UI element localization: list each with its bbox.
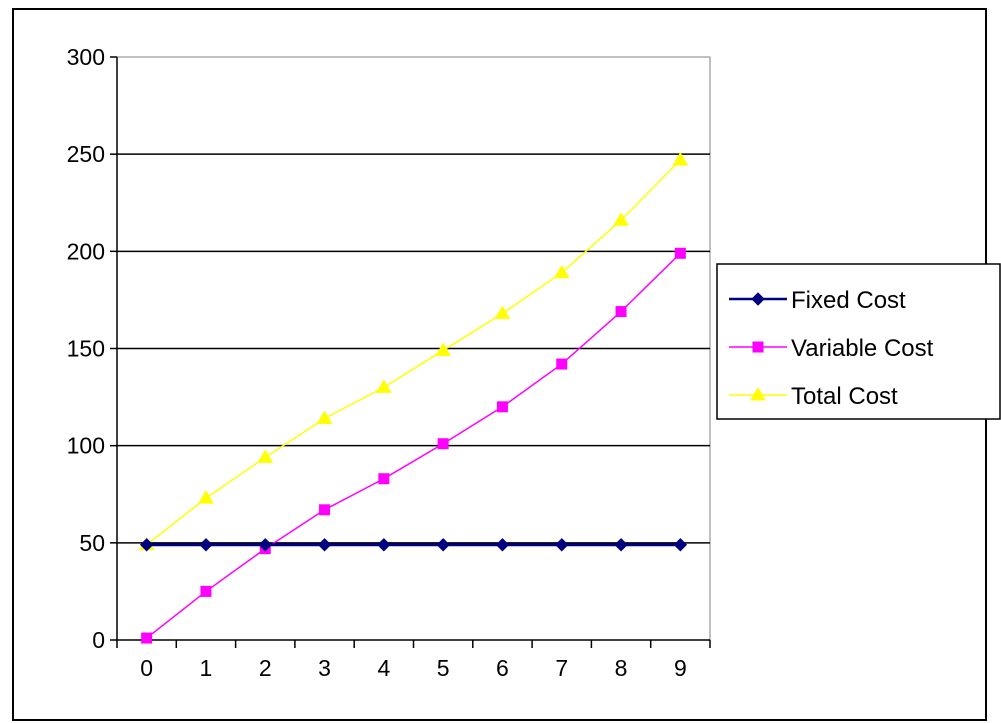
data-point	[198, 490, 214, 504]
series-layer	[138, 152, 689, 644]
data-point	[319, 504, 331, 516]
legend-item: Variable Cost	[729, 335, 934, 362]
legend-item: Fixed Cost	[729, 287, 906, 314]
data-point	[674, 247, 686, 259]
data-point	[435, 342, 452, 356]
data-point	[613, 212, 629, 226]
data-point	[553, 264, 570, 279]
x-tick-label: 6	[496, 655, 509, 681]
x-tick-label: 5	[437, 655, 450, 681]
data-point	[495, 538, 510, 552]
y-tick-label: 300	[67, 44, 105, 70]
gridlines	[117, 153, 710, 544]
x-tick-label: 1	[200, 655, 213, 681]
legend-label: Fixed Cost	[791, 287, 906, 314]
data-point	[615, 306, 627, 318]
data-point	[199, 538, 213, 552]
data-point	[378, 473, 390, 485]
y-tick-label: 50	[79, 530, 105, 556]
legend-label: Variable Cost	[791, 335, 934, 362]
axes: 0 50 100 150 200 250 300 0 1 2 3 4 5 6 7 8 9	[67, 44, 711, 681]
x-tick-label: 2	[259, 655, 272, 681]
series-line	[146, 159, 681, 546]
data-point	[200, 585, 212, 597]
data-point	[258, 538, 272, 552]
data-point	[614, 538, 628, 552]
legend-item: Total Cost	[729, 383, 898, 410]
data-point	[437, 438, 449, 450]
y-tick-label: 200	[67, 238, 105, 264]
data-point	[436, 538, 450, 552]
x-tick-label: 0	[140, 655, 153, 681]
data-point	[377, 538, 391, 552]
data-point	[317, 538, 332, 552]
legend-marker	[750, 387, 766, 401]
legend: Fixed Cost Variable Cost Total Cost	[716, 263, 1001, 420]
y-tick-label: 100	[67, 433, 105, 459]
x-tick-label: 7	[555, 655, 568, 681]
data-point	[496, 401, 508, 413]
data-point	[316, 410, 333, 424]
legend-marker	[752, 341, 764, 353]
data-point	[556, 358, 568, 370]
data-point	[257, 449, 274, 463]
legend-box	[716, 263, 1001, 420]
data-point	[141, 632, 153, 644]
x-tick-label: 3	[318, 655, 331, 681]
series-total-cost	[138, 152, 689, 551]
legend-label: Total Cost	[791, 383, 898, 410]
series-line	[146, 252, 681, 639]
data-point	[139, 538, 154, 552]
x-tick-label: 4	[377, 655, 390, 681]
y-tick-label: 250	[67, 141, 105, 167]
data-point	[494, 305, 511, 320]
data-point	[375, 379, 392, 393]
data-point	[555, 538, 569, 552]
data-point	[673, 538, 688, 552]
series-fixed-cost	[139, 538, 688, 552]
y-tick-label: 150	[67, 336, 105, 362]
legend-marker	[751, 292, 765, 306]
x-tick-label: 8	[615, 655, 628, 681]
y-tick-label: 0	[92, 627, 105, 653]
data-point	[672, 152, 689, 166]
x-tick-label: 9	[674, 655, 687, 681]
